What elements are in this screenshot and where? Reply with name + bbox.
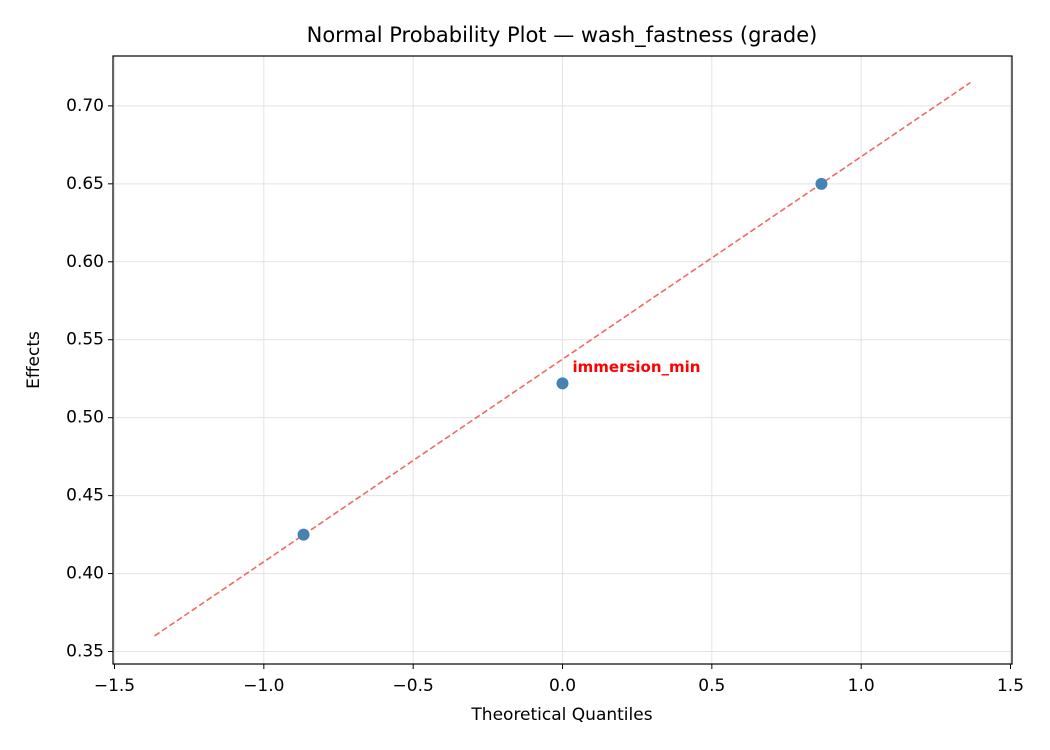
x-tick-label: −1.5 xyxy=(94,676,135,696)
x-tick-label: 0.5 xyxy=(698,676,725,696)
y-tick-label: 0.55 xyxy=(66,330,104,350)
y-axis-label: Effects xyxy=(24,331,44,389)
y-tick-label: 0.45 xyxy=(66,486,104,506)
x-tick-label: −0.5 xyxy=(393,676,434,696)
x-tick-label: −1.0 xyxy=(243,676,284,696)
y-tick-label: 0.35 xyxy=(66,642,104,662)
y-tick-label: 0.70 xyxy=(66,96,104,116)
x-tick-label: 1.5 xyxy=(997,676,1024,696)
x-tick-label: 0.0 xyxy=(549,676,576,696)
x-tick-label: 1.0 xyxy=(848,676,875,696)
reference-line xyxy=(154,81,971,637)
x-axis-label: Theoretical Quantiles xyxy=(470,705,652,725)
annotation: immersion_min xyxy=(573,358,701,376)
y-tick-label: 0.40 xyxy=(66,564,104,584)
data-point xyxy=(297,528,310,541)
chart-title: Normal Probability Plot — wash_fastness … xyxy=(307,23,818,48)
y-tick-label: 0.65 xyxy=(66,174,104,194)
y-tick-label: 0.60 xyxy=(66,252,104,272)
data-point xyxy=(556,377,569,390)
y-tick-label: 0.50 xyxy=(66,408,104,428)
plot-frame xyxy=(112,55,1013,665)
data-point xyxy=(815,177,828,190)
